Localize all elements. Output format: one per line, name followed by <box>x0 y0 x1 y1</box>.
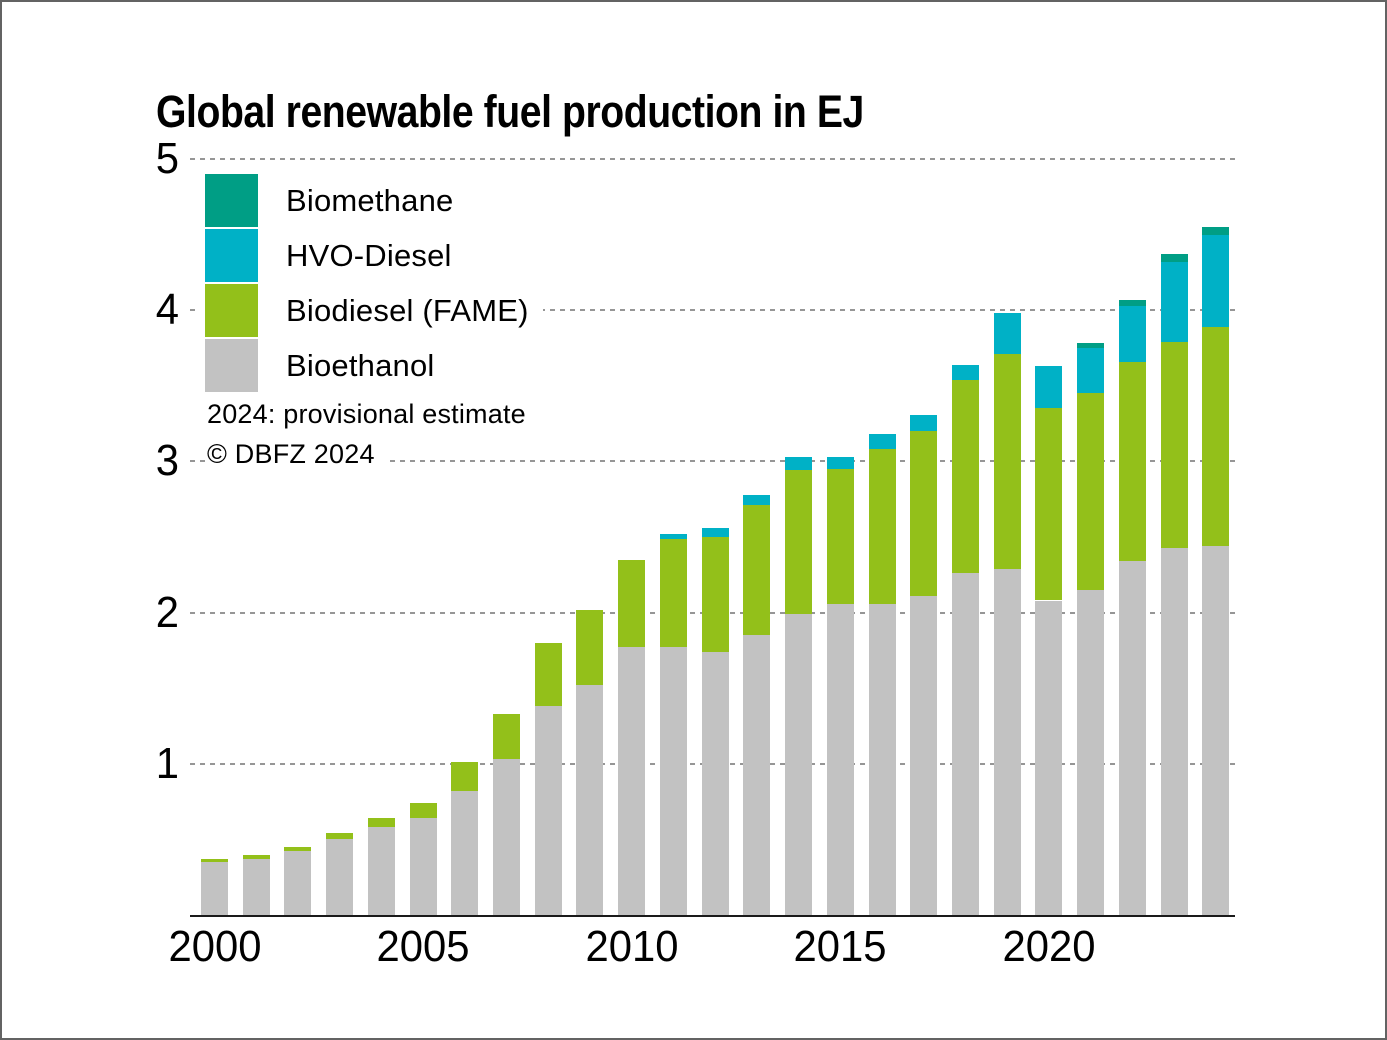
bar-2022-biomethane <box>1118 299 1146 306</box>
y-tick-2: 2 <box>155 587 179 637</box>
bar-2022-biodiesel-fame- <box>1118 361 1146 562</box>
x-tick-2020: 2020 <box>1002 922 1096 971</box>
bar-2007-biodiesel-fame- <box>493 713 521 760</box>
bar-2023-hvo-diesel <box>1160 261 1188 342</box>
legend: Biomethane HVO-Diesel Biodiesel (FAME) B… <box>200 174 543 394</box>
bar-2024-bioethanol <box>1202 546 1230 915</box>
bar-2016-bioethanol <box>868 603 896 915</box>
bar-2021-hvo-diesel <box>1077 348 1105 394</box>
bar-2019-biodiesel-fame- <box>993 354 1021 569</box>
bar-2020-biodiesel-fame- <box>1035 408 1063 601</box>
bar-2011-hvo-diesel <box>659 533 687 539</box>
bar-2000-biodiesel-fame- <box>201 859 228 863</box>
bar-2023-biodiesel-fame- <box>1160 341 1188 548</box>
bar-2016-hvo-diesel <box>868 434 896 450</box>
bar-2006-bioethanol <box>451 791 479 915</box>
bar-2012-hvo-diesel <box>701 527 729 537</box>
note-copyright: © DBFZ 2024 <box>207 437 385 472</box>
bar-2018-bioethanol <box>951 573 979 915</box>
bar-2010-biodiesel-fame- <box>618 559 646 648</box>
bar-2009-biodiesel-fame- <box>576 609 604 686</box>
bar-2023-biomethane <box>1160 254 1188 262</box>
bar-2021-bioethanol <box>1077 589 1105 915</box>
bar-2020-bioethanol <box>1035 600 1063 915</box>
legend-item-hvo-diesel: HVO-Diesel <box>200 229 466 282</box>
bar-2013-bioethanol <box>743 635 771 915</box>
bioethanol-swatch <box>205 339 258 392</box>
bar-2019-hvo-diesel <box>993 313 1021 355</box>
bar-2015-bioethanol <box>826 603 854 915</box>
bar-2012-bioethanol <box>701 651 729 915</box>
bar-2012-biodiesel-fame- <box>701 537 729 652</box>
bar-2006-biodiesel-fame- <box>451 762 479 791</box>
bar-2017-biodiesel-fame- <box>910 431 938 596</box>
legend-item-biodiesel: Biodiesel (FAME) <box>200 284 543 337</box>
bar-2014-hvo-diesel <box>785 456 813 471</box>
chart-title: Global renewable fuel production in EJ <box>156 86 864 137</box>
bar-2020-hvo-diesel <box>1035 366 1063 409</box>
bar-2016-biodiesel-fame- <box>868 449 896 604</box>
bar-2021-biodiesel-fame- <box>1077 393 1105 590</box>
gridline-3 <box>190 460 1239 463</box>
hvo-diesel-swatch <box>205 229 258 282</box>
bar-2024-hvo-diesel <box>1202 234 1230 327</box>
bar-2018-biodiesel-fame- <box>951 379 979 574</box>
bar-2002-biodiesel-fame- <box>284 846 312 852</box>
bar-2014-biodiesel-fame- <box>785 470 813 615</box>
y-tick-4: 4 <box>155 285 179 335</box>
legend-label-bioethanol: Bioethanol <box>286 347 435 383</box>
bar-2002-bioethanol <box>284 851 312 915</box>
legend-label-hvo-diesel: HVO-Diesel <box>286 237 452 273</box>
bar-2017-bioethanol <box>910 595 938 915</box>
bar-2017-hvo-diesel <box>910 414 938 432</box>
bar-2011-bioethanol <box>659 647 687 915</box>
legend-item-bioethanol: Bioethanol <box>200 339 449 392</box>
bar-2001-biodiesel-fame- <box>242 854 270 860</box>
x-tick-2005: 2005 <box>376 922 470 971</box>
biodiesel-swatch <box>205 284 258 337</box>
legend-label-biomethane: Biomethane <box>286 182 454 218</box>
note-provisional-estimate: 2024: provisional estimate <box>207 397 536 432</box>
bar-2018-hvo-diesel <box>951 364 979 380</box>
bar-2010-bioethanol <box>618 647 646 915</box>
bar-2022-bioethanol <box>1118 561 1146 915</box>
bar-2019-bioethanol <box>993 568 1021 915</box>
bar-2013-biodiesel-fame- <box>743 505 771 636</box>
legend-label-biodiesel: Biodiesel (FAME) <box>286 292 529 328</box>
bar-2024-biodiesel-fame- <box>1202 326 1230 547</box>
bar-2014-bioethanol <box>785 614 813 915</box>
bar-2015-hvo-diesel <box>826 456 854 469</box>
bar-2009-bioethanol <box>576 685 604 915</box>
y-tick-1: 1 <box>155 738 179 788</box>
bar-2000-bioethanol <box>201 862 228 915</box>
bar-2023-bioethanol <box>1160 547 1188 915</box>
bar-2005-biodiesel-fame- <box>409 803 437 819</box>
bar-2007-bioethanol <box>493 759 521 915</box>
y-tick-3: 3 <box>155 436 179 486</box>
y-tick-5: 5 <box>155 134 179 183</box>
bar-2005-bioethanol <box>409 818 437 915</box>
bar-2008-biodiesel-fame- <box>534 642 562 707</box>
bar-2022-hvo-diesel <box>1118 305 1146 362</box>
bar-2015-biodiesel-fame- <box>826 468 854 604</box>
x-tick-2010: 2010 <box>585 922 679 971</box>
biomethane-swatch <box>205 174 258 227</box>
bar-2021-biomethane <box>1077 343 1105 348</box>
x-tick-2000: 2000 <box>168 922 261 971</box>
bar-2004-bioethanol <box>367 827 395 915</box>
bar-2008-bioethanol <box>534 706 562 915</box>
bar-2011-biodiesel-fame- <box>659 538 687 648</box>
gridline-4 <box>190 309 1239 312</box>
bar-2013-hvo-diesel <box>743 494 771 506</box>
x-axis-line <box>190 915 1235 917</box>
legend-item-biomethane: Biomethane <box>200 174 468 227</box>
gridline-5 <box>190 158 1239 160</box>
bar-2001-bioethanol <box>242 859 270 915</box>
bar-2003-bioethanol <box>326 839 354 915</box>
bar-2003-biodiesel-fame- <box>326 833 354 840</box>
bar-2004-biodiesel-fame- <box>367 818 395 828</box>
x-tick-2015: 2015 <box>793 922 887 971</box>
bar-2024-biomethane <box>1202 227 1230 235</box>
